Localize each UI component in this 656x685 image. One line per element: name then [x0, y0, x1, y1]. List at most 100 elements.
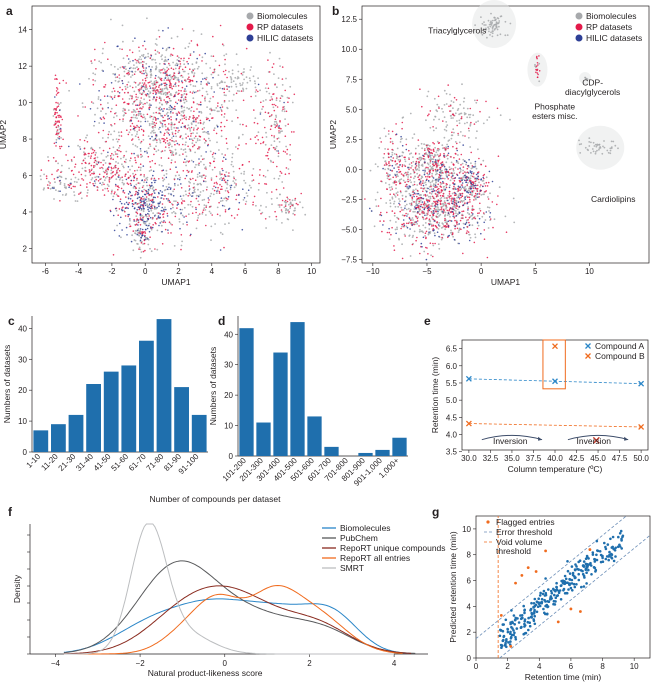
a-point [178, 81, 180, 83]
a-point [151, 123, 153, 125]
a-point [161, 191, 163, 193]
a-point [129, 159, 131, 162]
b-point [434, 242, 436, 245]
b-point [399, 204, 401, 206]
b-point [467, 189, 470, 192]
a-point [154, 131, 156, 134]
a-point [188, 118, 190, 120]
b-point [399, 164, 401, 166]
b-point [390, 155, 392, 158]
b-point [433, 200, 435, 203]
b-xtick-label: −10 [366, 267, 380, 276]
a-point [178, 89, 180, 92]
a-point [121, 98, 124, 100]
b-point [476, 177, 479, 180]
a-point [155, 135, 158, 138]
b-point [430, 211, 433, 213]
a-point [93, 124, 95, 127]
b-point [402, 179, 405, 182]
b-point [431, 158, 434, 161]
b-point [593, 145, 596, 147]
g-error-threshold-lower [499, 535, 651, 659]
a-point [202, 209, 205, 211]
a-point [170, 193, 172, 195]
a-point [218, 190, 221, 193]
a-point [155, 118, 157, 120]
b-point [423, 212, 425, 214]
a-point [40, 178, 42, 181]
b-point [460, 164, 462, 166]
a-point [209, 67, 212, 69]
a-point [149, 236, 151, 238]
a-point [225, 197, 228, 200]
a-point [178, 67, 180, 70]
b-point [438, 215, 441, 217]
a-point [52, 157, 55, 159]
a-point [198, 139, 201, 142]
a-point [258, 174, 261, 176]
a-point [169, 86, 171, 89]
b-point [436, 153, 439, 156]
b-point [425, 175, 427, 178]
c-ytick-label: 20 [18, 386, 27, 395]
a-point [210, 87, 213, 90]
b-point [452, 200, 454, 203]
b-point [416, 168, 419, 171]
a-point [116, 155, 119, 158]
a-point [253, 121, 256, 124]
a-point [223, 179, 226, 182]
b-point [394, 174, 397, 176]
a-point [116, 224, 118, 227]
a-point [257, 90, 259, 93]
a-point [53, 142, 56, 145]
b-point [418, 205, 420, 207]
f-curve-smrt [63, 523, 395, 655]
a-point [126, 55, 128, 57]
a-point [110, 63, 113, 66]
b-point [451, 177, 454, 180]
a-point [147, 197, 150, 200]
a-point [278, 57, 281, 60]
b-point [422, 218, 425, 221]
a-point [189, 128, 192, 130]
b-point [458, 172, 461, 174]
b-point [441, 182, 444, 185]
a-point [172, 61, 175, 64]
a-point [213, 185, 215, 188]
a-point [193, 68, 196, 70]
a-point [151, 200, 153, 203]
b-point [415, 239, 417, 242]
a-point [184, 125, 186, 128]
b-point [474, 187, 477, 189]
b-point [452, 128, 455, 131]
a-point [160, 209, 163, 212]
b-point [432, 177, 435, 179]
a-point [223, 197, 226, 200]
b-point [447, 212, 450, 214]
a-point [273, 103, 275, 106]
a-point [104, 187, 106, 190]
a-point [179, 119, 182, 121]
a-point [139, 228, 142, 230]
a-point [235, 92, 238, 95]
a-point [265, 227, 267, 229]
a-point [196, 57, 198, 60]
a-point [147, 52, 150, 55]
a-point [154, 126, 157, 129]
a-point [289, 144, 292, 146]
a-point [165, 60, 168, 62]
a-point [207, 81, 209, 84]
a-point [111, 90, 114, 93]
a-point [114, 76, 117, 79]
b-point [472, 114, 475, 117]
a-point [131, 95, 133, 97]
b-point [488, 28, 490, 30]
a-point [208, 210, 211, 213]
b-point [459, 103, 462, 106]
a-point [60, 124, 62, 126]
b-point [401, 151, 404, 154]
a-point [197, 127, 199, 129]
a-point [147, 243, 150, 246]
a-point [160, 99, 162, 102]
a-point [108, 176, 111, 179]
